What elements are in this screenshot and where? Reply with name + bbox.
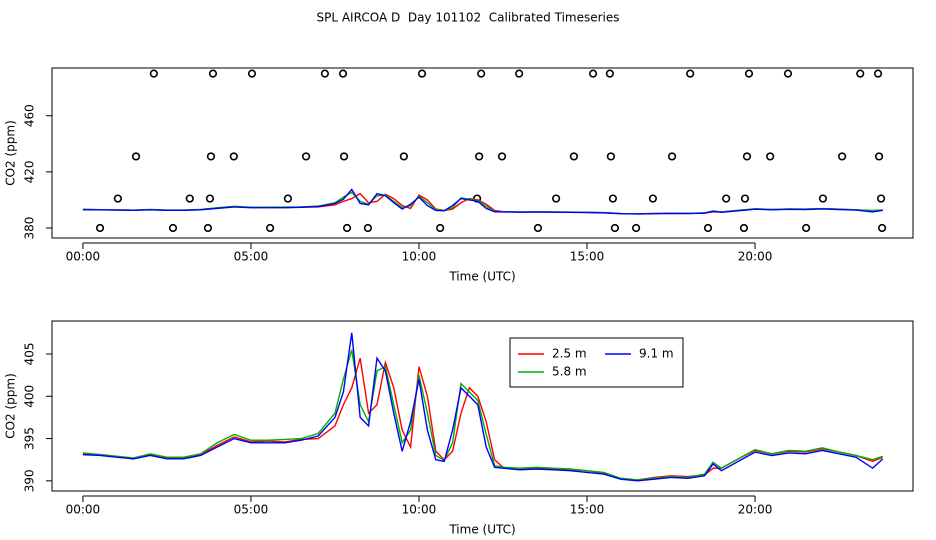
- flag-point: [203, 223, 213, 233]
- x-tick-label: 00:00: [66, 250, 101, 264]
- flag-point: [185, 194, 194, 203]
- flag-point: [477, 69, 486, 78]
- flag-point: [856, 69, 865, 78]
- y-tick-label: 460: [23, 104, 37, 127]
- x-tick-label: 05:00: [234, 503, 269, 517]
- x-tick-label: 15:00: [570, 503, 605, 517]
- flag-point: [342, 223, 352, 233]
- flag-point: [113, 194, 122, 203]
- y-axis-label: CO2 (ppm): [4, 373, 18, 439]
- flag-point: [783, 69, 793, 78]
- y-tick-label: 400: [23, 385, 37, 408]
- flag-point: [837, 152, 847, 161]
- series-line: [82, 332, 884, 482]
- series-line: [82, 188, 883, 215]
- flag-point: [739, 223, 749, 233]
- flag-point: [802, 223, 811, 233]
- legend-box: [509, 337, 684, 388]
- flag-point: [475, 152, 484, 161]
- flag-point: [722, 194, 731, 203]
- flag-point: [876, 194, 886, 203]
- flag-point: [766, 152, 775, 161]
- flag-point: [667, 152, 677, 161]
- flag-point: [301, 152, 311, 161]
- flag-point: [874, 152, 884, 161]
- y-axis-label: CO2 (ppm): [4, 120, 18, 186]
- x-tick-label: 15:00: [570, 250, 605, 264]
- flag-point: [686, 69, 695, 78]
- flag-point: [605, 69, 614, 78]
- flag-point: [95, 223, 105, 233]
- flag-point: [417, 69, 427, 78]
- flag-point: [818, 194, 828, 203]
- flag-point: [266, 223, 275, 233]
- flag-point: [497, 152, 507, 161]
- flag-point: [631, 223, 641, 233]
- flag-point: [363, 223, 373, 233]
- flag-point: [283, 194, 293, 203]
- legend-label: 9.1 m: [639, 347, 674, 361]
- flag-point: [742, 152, 752, 161]
- flag-point: [877, 223, 887, 233]
- x-tick-label: 20:00: [738, 250, 773, 264]
- x-axis-label: Time (UTC): [448, 270, 515, 284]
- flag-point: [873, 69, 883, 78]
- flag-point: [206, 152, 216, 161]
- legend-label: 2.5 m: [552, 347, 587, 361]
- flag-point: [608, 194, 617, 203]
- flag-point: [569, 152, 579, 161]
- flag-point: [740, 194, 750, 203]
- flag-point: [515, 69, 524, 78]
- flag-point: [744, 69, 754, 78]
- x-tick-label: 10:00: [402, 250, 437, 264]
- x-tick-label: 00:00: [66, 503, 101, 517]
- y-tick-label: 390: [23, 469, 37, 492]
- x-tick-label: 05:00: [234, 250, 269, 264]
- flag-point: [551, 194, 561, 203]
- y-tick-label: 380: [23, 217, 37, 240]
- flag-point: [229, 152, 238, 161]
- flag-point: [588, 69, 598, 78]
- flag-point: [320, 69, 329, 78]
- x-axis-label: Time (UTC): [448, 523, 515, 537]
- flag-point: [606, 152, 615, 161]
- flag-point: [149, 69, 158, 78]
- figure-title: SPL AIRCOA D Day 101102 Calibrated Times…: [316, 11, 619, 25]
- flag-point: [131, 152, 141, 161]
- x-tick-label: 20:00: [738, 503, 773, 517]
- flag-point: [648, 194, 657, 203]
- flag-point: [436, 223, 445, 233]
- flag-point: [399, 152, 408, 161]
- x-tick-label: 10:00: [402, 503, 437, 517]
- y-tick-label: 405: [23, 343, 37, 366]
- y-tick-label: 420: [23, 160, 37, 183]
- flag-point: [247, 69, 257, 78]
- flag-point: [339, 152, 349, 161]
- flag-point: [703, 223, 713, 233]
- y-tick-label: 395: [23, 427, 37, 450]
- series-line: [82, 349, 883, 481]
- flag-point: [610, 223, 620, 233]
- flag-point: [338, 69, 348, 78]
- legend-label: 5.8 m: [552, 365, 587, 379]
- flag-point: [208, 69, 218, 78]
- flag-point: [205, 194, 215, 203]
- flag-point: [168, 223, 178, 233]
- flag-point: [533, 223, 543, 233]
